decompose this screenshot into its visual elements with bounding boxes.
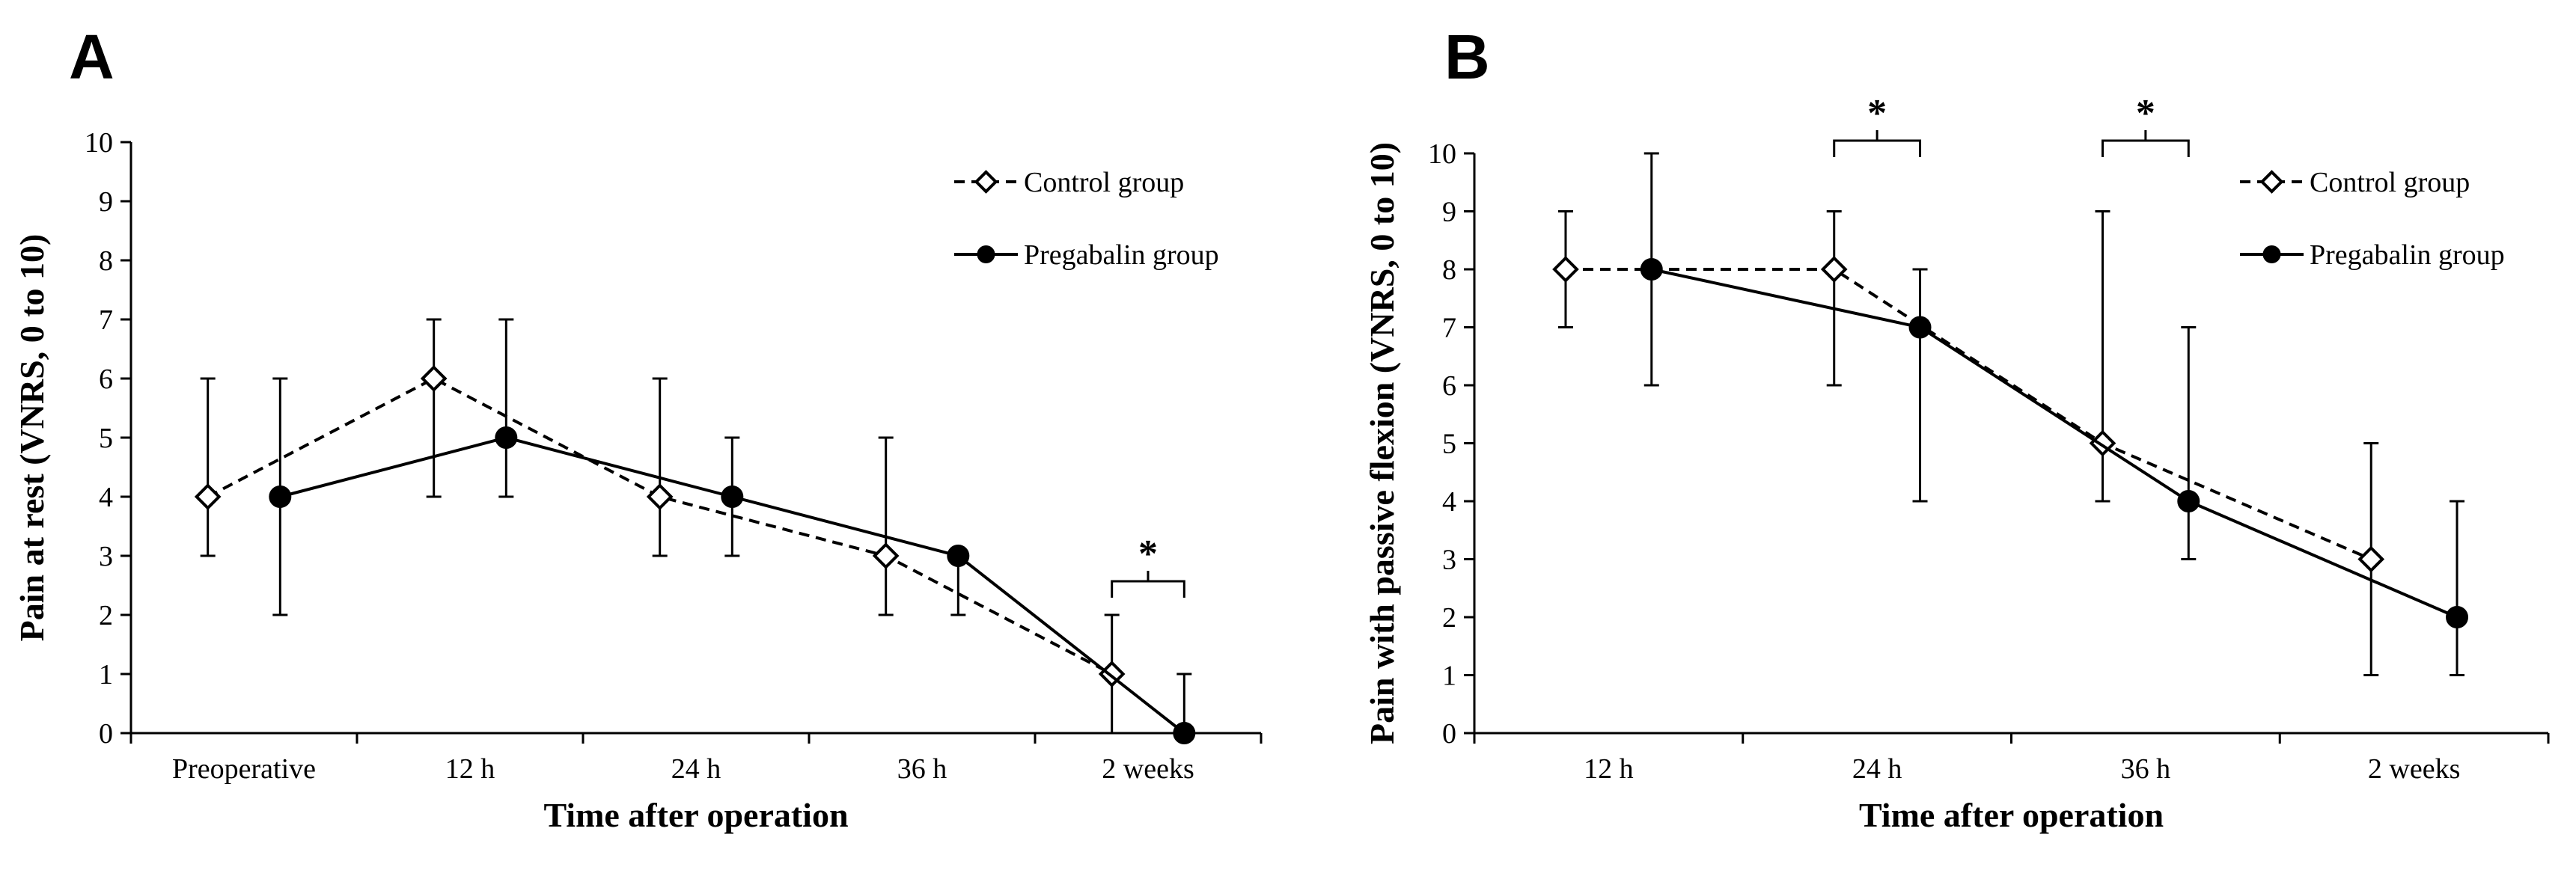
data-point-pregabalin [2177, 490, 2200, 512]
x-tick-label: 24 h [1852, 753, 1902, 785]
series-line-control [1565, 268, 2372, 561]
data-point-pregabalin [1908, 316, 1932, 339]
y-tick-label: 8 [99, 245, 113, 277]
y-axis-title: Pain at rest (VNRS, 0 to 10) [13, 234, 51, 642]
legend-marker-control [2259, 170, 2284, 194]
legend-label: Pregabalin group [1024, 239, 1219, 271]
y-tick-label: 7 [99, 304, 113, 336]
y-tick-label: 3 [1442, 545, 1456, 576]
y-tick-label: 1 [99, 659, 113, 690]
x-tick-label: Preoperative [172, 753, 316, 785]
y-tick-label: 10 [85, 127, 113, 159]
x-tick-label: 2 weeks [2368, 753, 2460, 785]
x-tick-label: 12 h [445, 753, 495, 785]
y-tick-label: 9 [99, 186, 113, 218]
panel-letter: A [69, 22, 115, 92]
panel-a: A 0 1 2 3 4 5 6 7 8 9 10 Preoperative 12 h 24 h 36 h 2 w… [13, 22, 1263, 834]
legend-marker-pregabalin [977, 245, 995, 263]
data-point-control [420, 365, 448, 392]
panel-b: B 0 1 2 3 4 5 6 7 8 9 10 12 h 24 h 36 h 2 weeks Time aft… [1363, 22, 2550, 834]
data-point-pregabalin [721, 486, 744, 508]
x-tick-label: 2 weeks [1102, 753, 1194, 785]
legend-label: Control group [2310, 167, 2470, 198]
x-tick-label: 12 h [1584, 753, 1634, 785]
panel-letter: B [1444, 22, 1490, 92]
data-point-pregabalin [947, 545, 970, 567]
y-tick-label: 6 [1442, 370, 1456, 402]
legend-label: Control group [1024, 167, 1184, 198]
y-tick-label: 4 [99, 482, 113, 513]
legend-label: Pregabalin group [2310, 239, 2505, 271]
data-point-pregabalin [495, 426, 518, 449]
y-tick-label: 2 [99, 600, 113, 631]
y-tick-label: 5 [1442, 429, 1456, 460]
significance-marker: * [1138, 533, 1158, 575]
significance-marker: * [1867, 92, 1887, 135]
data-point-control [1552, 256, 1579, 283]
y-tick-label: 2 [1442, 602, 1456, 634]
y-tick-label: 7 [1442, 313, 1456, 344]
legend-marker-pregabalin [2262, 245, 2281, 263]
y-tick-label: 0 [1442, 718, 1456, 750]
y-axis-title: Pain with passive flexion (VNRS, 0 to 10… [1363, 142, 1401, 744]
series-line-control [207, 376, 1113, 676]
x-tick-label: 36 h [2121, 753, 2171, 785]
data-point-control [646, 483, 674, 510]
data-point-pregabalin [1640, 258, 1663, 281]
x-tick-label: 24 h [671, 753, 721, 785]
y-tick-label: 3 [99, 541, 113, 572]
series-line-pregabalin [1651, 268, 2458, 619]
y-tick-label: 6 [99, 364, 113, 395]
data-point-pregabalin [1173, 722, 1196, 744]
data-point-control [1820, 256, 1848, 283]
legend-marker-control [974, 170, 998, 194]
x-axis-title: Time after operation [543, 796, 848, 834]
y-tick-label: 8 [1442, 254, 1456, 286]
data-point-pregabalin [269, 486, 292, 508]
significance-bracket [2101, 139, 2190, 157]
y-tick-label: 5 [99, 423, 113, 454]
y-tick-label: 10 [1428, 138, 1456, 170]
significance-bracket [1833, 139, 1922, 157]
data-point-control [872, 542, 900, 569]
significance-marker: * [2136, 92, 2155, 135]
data-point-pregabalin [2446, 606, 2469, 628]
data-point-control [194, 483, 222, 510]
x-axis-title: Time after operation [1859, 796, 2164, 834]
x-tick-label: 36 h [897, 753, 947, 785]
y-tick-label: 4 [1442, 486, 1456, 518]
y-tick-label: 0 [99, 718, 113, 750]
data-point-control [2357, 545, 2385, 573]
y-tick-label: 9 [1442, 197, 1456, 228]
y-tick-label: 1 [1442, 661, 1456, 692]
significance-bracket [1111, 580, 1185, 598]
